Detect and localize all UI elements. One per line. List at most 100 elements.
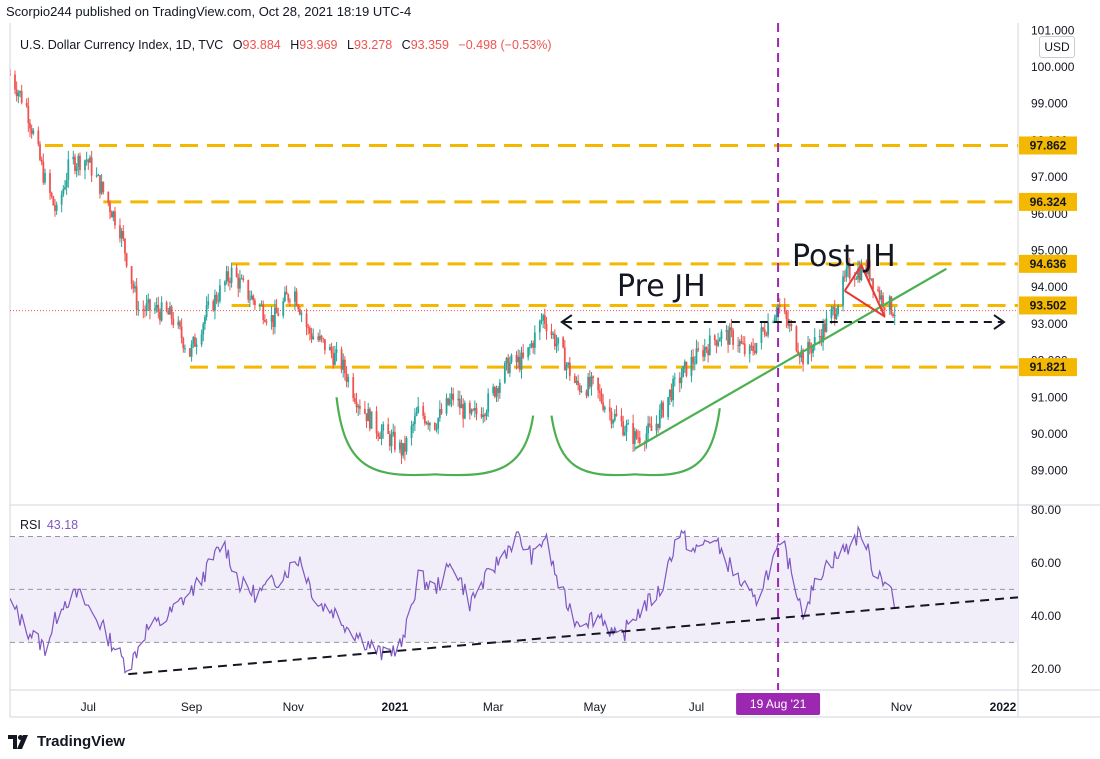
candle-body [508,362,511,373]
level-price-box: 96.324 [1019,192,1077,211]
candle-body [573,375,576,383]
candle-body [67,159,70,180]
candle-body [287,294,290,301]
candle-body [422,406,425,416]
candle-body [565,364,568,371]
candle-body [637,437,640,439]
candle-body [97,175,100,177]
candle-body [865,264,868,274]
candle-body [790,324,793,327]
candle-body [447,398,450,405]
candle-body [282,301,285,316]
candle-body [590,376,593,387]
candle-body [79,155,81,171]
candle-body [415,412,418,416]
candle-body [507,357,510,373]
candle-body [413,415,416,425]
candle-body [54,205,56,211]
candle-body [650,425,653,431]
candle-body [868,260,871,280]
candle-body [545,324,548,332]
price-tick-label: 91.000 [1031,390,1068,404]
candle-body [857,268,859,279]
candle-body [505,357,508,363]
candle-body [252,295,255,301]
candle-body [29,123,31,129]
rsi-value: 43.18 [46,518,79,532]
price-trendline [634,267,947,450]
candle-body [317,336,320,341]
candle-body [557,337,560,344]
neckline-arrow-left [560,314,573,330]
candle-body [132,283,135,289]
candle-body [247,280,250,300]
candle-body [833,307,836,319]
candle-body [577,380,580,386]
candle-body [720,331,723,340]
rsi-tick-label: 40.00 [1031,609,1061,623]
date-marker-label: 19 Aug '21 [750,697,807,711]
level-price-box-bg [1019,254,1077,273]
candle-body [438,409,441,419]
candle-body [752,345,754,352]
candle-body [742,343,744,345]
candle-body [622,421,625,436]
candle-body [44,173,46,183]
rsi-tick-label: 60.00 [1031,556,1061,570]
candle-body [690,356,693,376]
candle-body [510,355,513,363]
currency-button[interactable]: USD [1039,36,1075,58]
candle-body [485,412,488,417]
candle-body [114,211,116,226]
price-tick-label: 99.000 [1031,97,1068,111]
price-tick-label: 100.000 [1031,60,1075,74]
candle-body [145,303,148,311]
candle-body [495,388,498,397]
candle-body [867,260,869,274]
candle-body [122,230,125,239]
candle-body [693,363,696,365]
candle-body [568,362,571,376]
candle-body [144,310,146,312]
candle-body [680,377,683,384]
candle-body [74,156,76,171]
candle-body [259,305,261,307]
candle-body [217,300,220,302]
candle-body [527,347,530,358]
candle-body [812,344,814,353]
candle-body [15,89,18,97]
candle-body [249,299,251,301]
candle-body [645,433,648,444]
time-tick-label: May [583,700,606,714]
candle-body [585,391,588,396]
candle-body [237,276,240,289]
candle-body [695,348,698,364]
candle-body [562,337,565,348]
candle-body [748,345,751,355]
candle-body [553,333,556,347]
annotation-post-jh: Post JH [792,239,896,274]
candle-body [520,352,523,370]
candle-body [90,157,93,176]
level-price-box: 93.502 [1019,296,1077,315]
candle-body [575,380,578,383]
rsi-label: RSI [20,518,41,532]
level-price-box: 97.862 [1019,136,1077,155]
candle-body [685,361,688,376]
candle-body [775,314,778,318]
candle-body [182,338,185,349]
time-tick-label: Nov [891,700,912,714]
candle-body [367,408,370,422]
rsi-tick-label: 20.00 [1031,662,1061,676]
candle-body [648,423,651,426]
candle-body [230,267,233,283]
rsi-line [10,524,896,674]
candle-body [124,238,126,254]
rsi-legend: RSI 43.18 [20,518,78,532]
level-price-box-bg [1019,358,1077,377]
candle-body [457,398,460,401]
high-label: H [290,38,300,52]
candle-body [472,409,475,411]
candle-body [587,376,590,396]
